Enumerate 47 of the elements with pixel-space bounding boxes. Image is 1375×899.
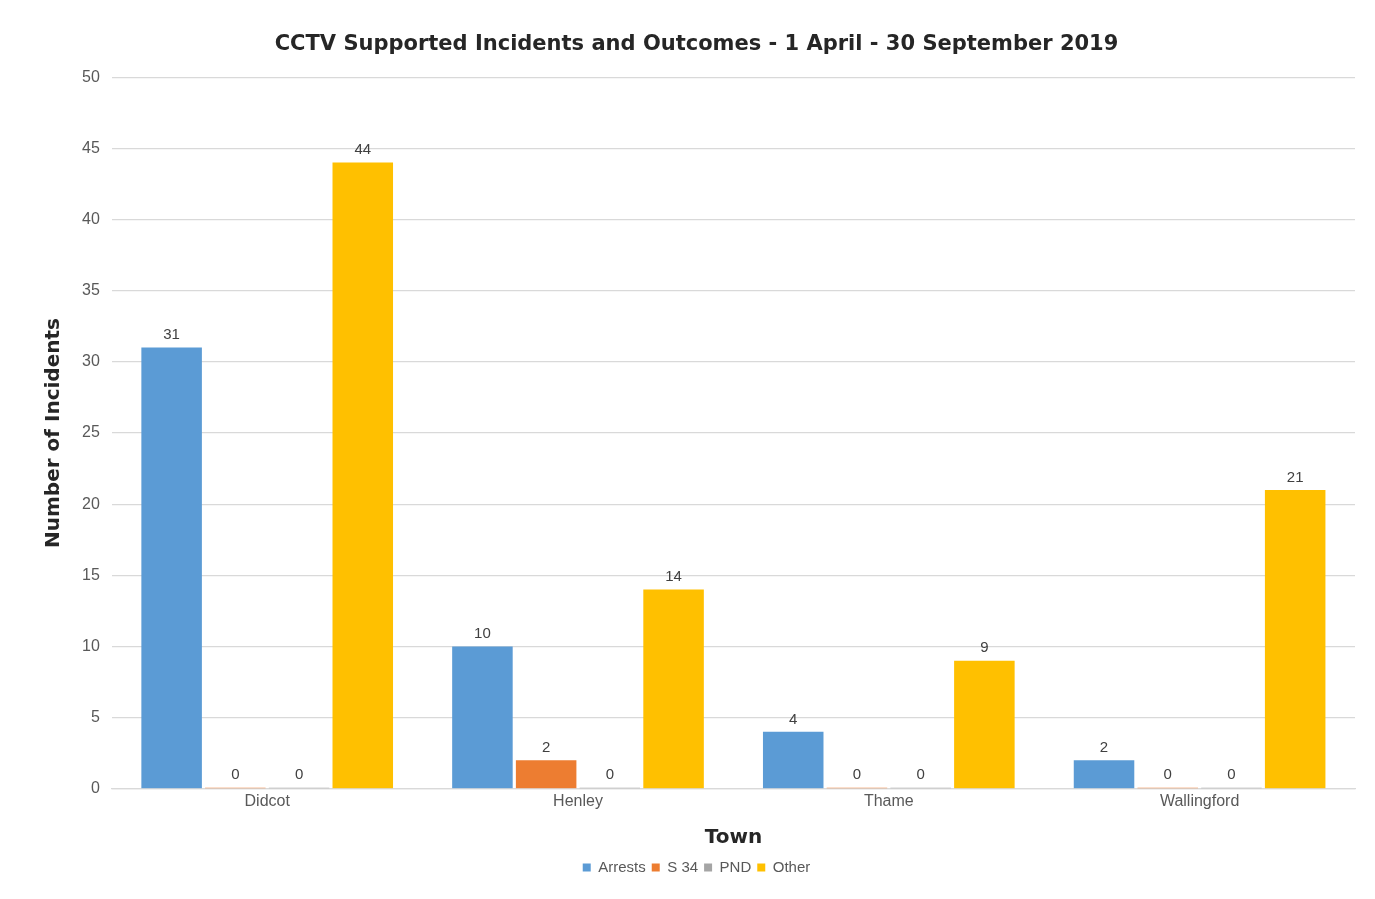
x-tick-label: Wallingford (1159, 791, 1240, 809)
bar (1264, 489, 1326, 789)
data-label: 0 (231, 765, 240, 783)
data-label: 0 (852, 765, 862, 783)
bar (452, 646, 513, 789)
legend-label: S 34 (667, 857, 699, 875)
x-tick-label: Henley (553, 791, 603, 809)
y-tick-label: 25 (82, 423, 100, 441)
y-tick-label: 5 (90, 708, 100, 726)
data-label: 0 (605, 765, 615, 783)
data-label: 44 (354, 140, 372, 158)
y-tick-label: 40 (82, 209, 100, 227)
bar (141, 347, 202, 789)
data-label: 2 (541, 737, 551, 755)
data-label: 0 (294, 765, 304, 783)
y-tick-label: 15 (82, 565, 100, 583)
bar (332, 162, 394, 789)
bar (954, 660, 1015, 789)
bar (515, 760, 577, 789)
data-label: 0 (1227, 765, 1236, 783)
y-tick-label: 50 (82, 67, 100, 85)
data-label: 0 (916, 765, 925, 783)
data-label: 0 (1163, 765, 1172, 783)
x-tick-label: Didcot (244, 791, 291, 809)
data-label: 10 (474, 624, 491, 642)
legend-label: PND (719, 857, 752, 875)
legend-label: Other (772, 857, 811, 875)
chart-title: CCTV Supported Incidents and Outcomes - 1 April - 30 September 2019 (274, 31, 1119, 56)
x-axis-title: Town (704, 824, 763, 849)
y-tick-label: 45 (82, 138, 100, 156)
data-label: 2 (1099, 737, 1109, 755)
y-tick-label: 35 (82, 281, 100, 299)
y-tick-label: 0 (90, 779, 100, 797)
data-label: 31 (163, 325, 180, 343)
y-axis-title: Number of Incidents (40, 318, 65, 548)
data-label: 14 (665, 567, 682, 585)
x-tick-label: Thame (863, 791, 914, 809)
y-tick-label: 20 (82, 494, 100, 512)
data-label: 4 (789, 709, 798, 727)
y-tick-label: 10 (82, 636, 100, 654)
y-tick-label: 30 (82, 352, 100, 370)
legend-label: Arrests (598, 857, 646, 875)
data-label: 9 (980, 638, 989, 656)
bar (762, 731, 824, 789)
bar (1073, 760, 1135, 789)
bar (643, 589, 704, 789)
data-label: 21 (1286, 467, 1304, 485)
